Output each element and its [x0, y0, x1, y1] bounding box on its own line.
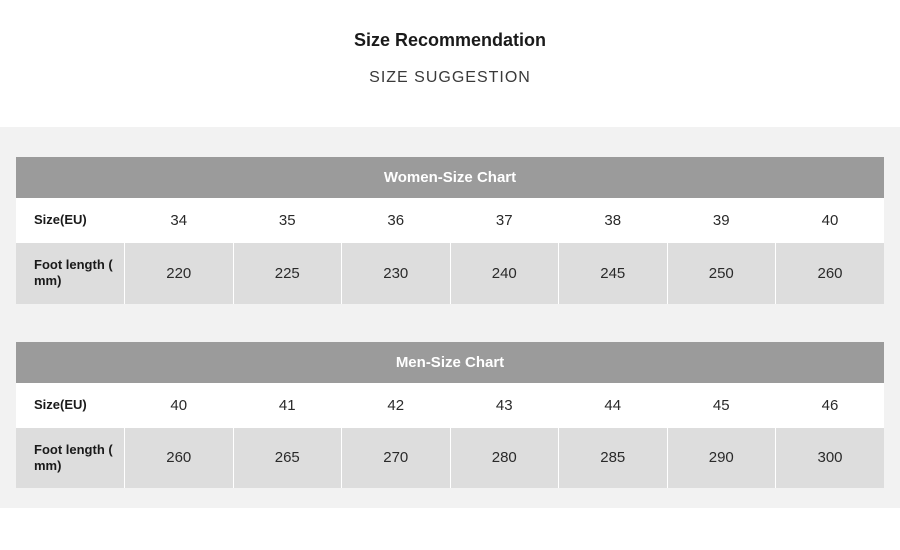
length-cell: 280 — [450, 428, 559, 489]
size-cell: 43 — [450, 383, 559, 428]
page-title: Size Recommendation — [0, 0, 900, 69]
length-cell: 290 — [667, 428, 776, 489]
women-chart-heading: Women-Size Chart — [16, 157, 884, 198]
size-cell: 39 — [667, 198, 776, 243]
size-cell: 42 — [342, 383, 451, 428]
length-cell: 250 — [667, 243, 776, 304]
men-chart-heading: Men-Size Chart — [16, 342, 884, 383]
length-cell: 265 — [233, 428, 342, 489]
women-size-chart: Women-Size Chart Size(EU) 34 35 36 37 38… — [16, 157, 884, 304]
length-cell: 230 — [342, 243, 451, 304]
size-cell: 46 — [776, 383, 885, 428]
row-label: Foot length ( mm) — [16, 243, 125, 304]
size-tables-panel: Women-Size Chart Size(EU) 34 35 36 37 38… — [0, 127, 900, 508]
page-subtitle: SIZE SUGGESTION — [0, 69, 900, 127]
size-cell: 45 — [667, 383, 776, 428]
size-cell: 34 — [125, 198, 234, 243]
table-heading-row: Women-Size Chart — [16, 157, 884, 198]
size-cell: 40 — [776, 198, 885, 243]
table-row: Foot length ( mm) 260 265 270 280 285 29… — [16, 428, 884, 489]
row-label: Foot length ( mm) — [16, 428, 125, 489]
table-heading-row: Men-Size Chart — [16, 342, 884, 383]
length-cell: 260 — [776, 243, 885, 304]
length-cell: 300 — [776, 428, 885, 489]
length-cell: 240 — [450, 243, 559, 304]
length-cell: 245 — [559, 243, 668, 304]
length-cell: 270 — [342, 428, 451, 489]
length-cell: 220 — [125, 243, 234, 304]
size-cell: 40 — [125, 383, 234, 428]
table-row: Foot length ( mm) 220 225 230 240 245 25… — [16, 243, 884, 304]
length-cell: 225 — [233, 243, 342, 304]
length-cell: 285 — [559, 428, 668, 489]
table-spacer — [16, 304, 884, 342]
length-cell: 260 — [125, 428, 234, 489]
row-label: Size(EU) — [16, 198, 125, 243]
size-cell: 36 — [342, 198, 451, 243]
size-cell: 38 — [559, 198, 668, 243]
table-row: Size(EU) 40 41 42 43 44 45 46 — [16, 383, 884, 428]
size-cell: 44 — [559, 383, 668, 428]
row-label: Size(EU) — [16, 383, 125, 428]
size-cell: 35 — [233, 198, 342, 243]
table-row: Size(EU) 34 35 36 37 38 39 40 — [16, 198, 884, 243]
size-cell: 41 — [233, 383, 342, 428]
size-cell: 37 — [450, 198, 559, 243]
men-size-chart: Men-Size Chart Size(EU) 40 41 42 43 44 4… — [16, 342, 884, 489]
